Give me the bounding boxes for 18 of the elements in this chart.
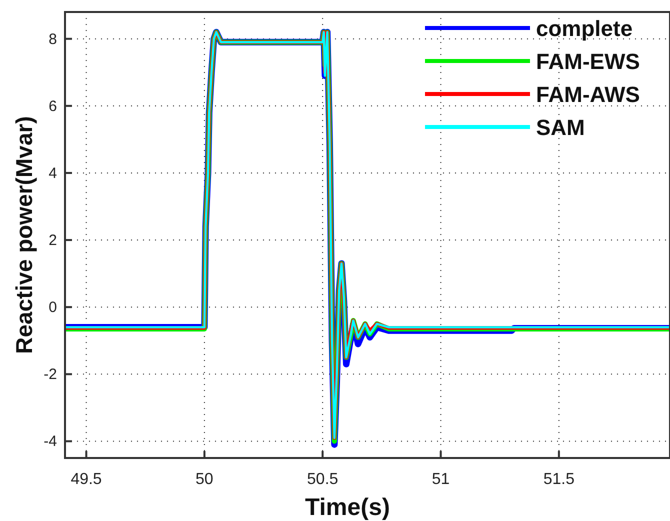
legend-label: SAM [536,115,585,140]
x-tick-label: 49.5 [70,471,102,488]
y-tick-label: 0 [48,299,57,316]
x-tick-label: 50 [196,471,214,488]
x-axis-title: Time(s) [305,494,390,521]
legend-label: complete [536,16,633,41]
y-tick-label: 2 [48,232,57,250]
x-tick-label: 50.5 [307,471,338,488]
x-tick-label: 51 [432,471,450,488]
y-tick-label: -4 [44,433,57,450]
y-tick-label: 6 [48,98,57,115]
legend-label: FAM-EWS [536,49,640,74]
y-tick-label: -2 [44,366,57,384]
y-tick-label: 4 [48,164,57,182]
y-axis-title: Reactive power(Mvar) [11,116,37,354]
x-tick-label: 51.5 [543,471,575,488]
y-tick-label: 8 [48,30,57,48]
legend-label: FAM-AWS [536,82,640,107]
